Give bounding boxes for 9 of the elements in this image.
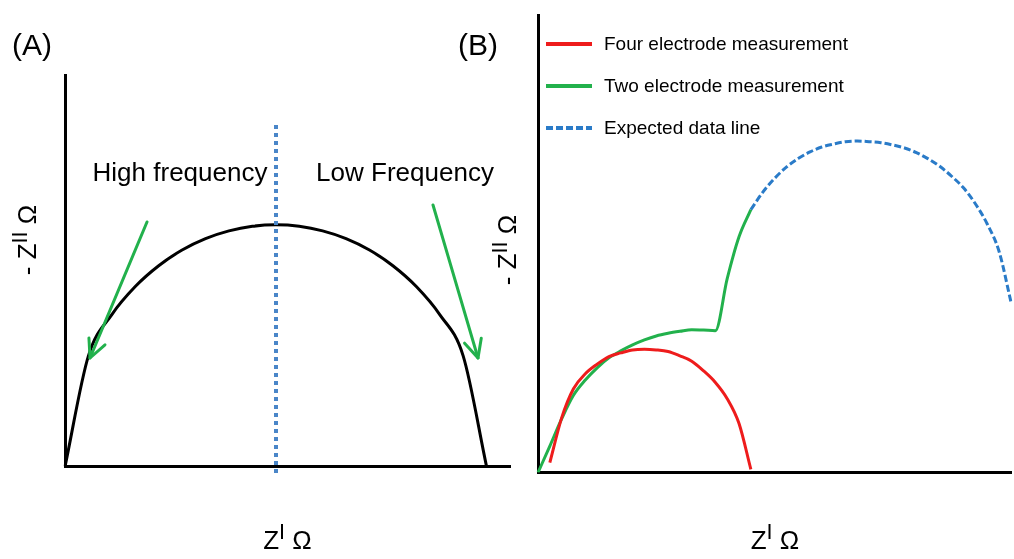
chart-title: (B)	[458, 28, 498, 62]
legend-label: Four electrode measurement	[604, 33, 848, 55]
x-axis-title: Z$^{I}$ Ω	[263, 519, 312, 556]
legend-label: Expected data line	[604, 117, 761, 139]
legend-label: Two electrode measurement	[604, 75, 844, 97]
chart-title: (A)	[12, 28, 52, 62]
text: Low Frequency	[316, 156, 494, 188]
x-axis-title: Z$^{I}$ Ω	[750, 519, 800, 556]
text: High frequency	[92, 156, 268, 188]
